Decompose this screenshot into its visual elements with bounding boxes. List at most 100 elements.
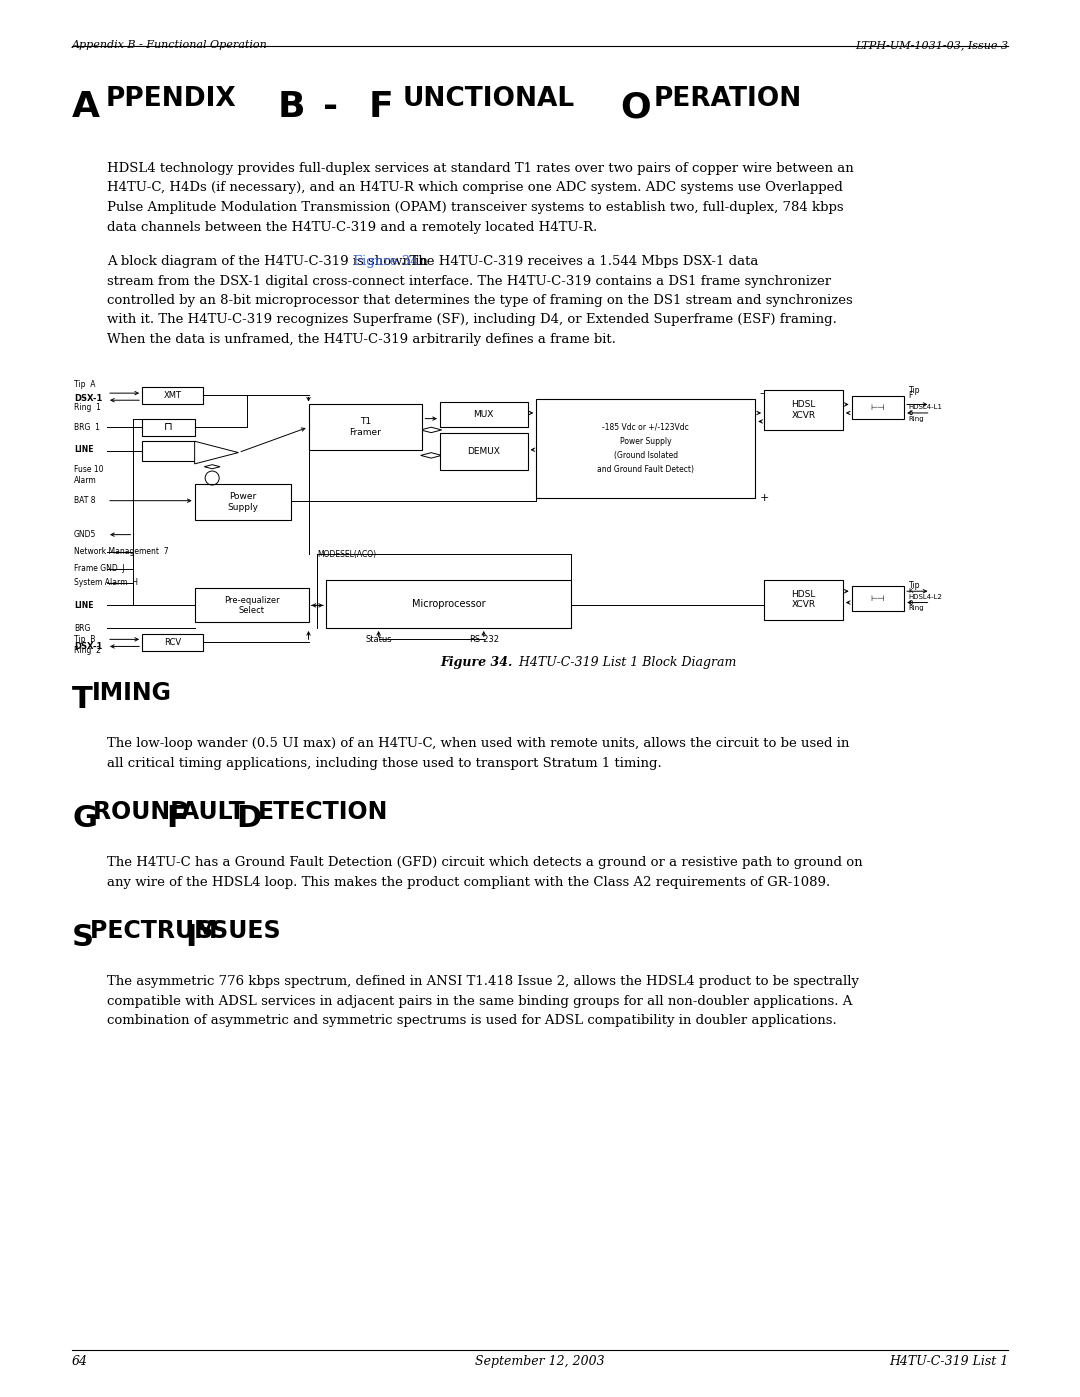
- Text: and Ground Fault Detect): and Ground Fault Detect): [597, 465, 694, 474]
- Text: combination of asymmetric and symmetric spectrums is used for ADSL compatibility: combination of asymmetric and symmetric …: [107, 1014, 837, 1028]
- Bar: [440, 433, 527, 469]
- Text: The low-loop wander (0.5 UI max) of an H4TU-C, when used with remote units, allo: The low-loop wander (0.5 UI max) of an H…: [107, 738, 849, 750]
- Text: LINE: LINE: [73, 601, 93, 610]
- Text: Fuse 10: Fuse 10: [73, 465, 104, 474]
- Text: Status: Status: [365, 634, 392, 644]
- Text: I: I: [185, 923, 197, 953]
- Text: ⊓: ⊓: [164, 422, 173, 432]
- Text: H4TU-C-319 List 1 Block Diagram: H4TU-C-319 List 1 Block Diagram: [503, 657, 737, 669]
- Text: Pre-equalizer
Select: Pre-equalizer Select: [224, 595, 280, 615]
- Text: Microprocessor: Microprocessor: [411, 599, 486, 609]
- Text: 64: 64: [72, 1355, 87, 1368]
- Text: stream from the DSX-1 digital cross-connect interface. The H4TU-C-319 contains a: stream from the DSX-1 digital cross-conn…: [107, 274, 832, 288]
- Text: PPENDIX: PPENDIX: [106, 87, 237, 112]
- Text: PECTRUM: PECTRUM: [90, 919, 226, 943]
- Text: F: F: [166, 805, 187, 834]
- Text: HDSL4-L1: HDSL4-L1: [908, 404, 943, 411]
- Text: September 12, 2003: September 12, 2003: [475, 1355, 605, 1368]
- Text: A block diagram of the H4TU-C-319 is shown in: A block diagram of the H4TU-C-319 is sho…: [107, 256, 432, 268]
- Text: B: B: [278, 89, 305, 124]
- Text: MUX: MUX: [473, 409, 494, 419]
- Text: SSUES: SSUES: [195, 919, 281, 943]
- Text: Ring: Ring: [908, 605, 924, 612]
- Text: –: –: [759, 388, 766, 398]
- Text: IMING: IMING: [92, 682, 172, 705]
- Text: DSX-1: DSX-1: [73, 394, 103, 404]
- Text: A: A: [72, 89, 100, 124]
- Text: (Ground Isolated: (Ground Isolated: [613, 451, 678, 460]
- Polygon shape: [420, 427, 442, 433]
- Text: F: F: [908, 391, 913, 401]
- Text: -: -: [323, 89, 338, 124]
- Bar: [309, 405, 422, 450]
- Text: ⊢⊣: ⊢⊣: [870, 594, 886, 604]
- Text: Appendix B - Functional Operation: Appendix B - Functional Operation: [72, 41, 268, 50]
- Bar: [143, 634, 203, 651]
- Text: Tip: Tip: [908, 581, 920, 590]
- Text: GND5: GND5: [73, 529, 96, 539]
- Polygon shape: [204, 465, 220, 469]
- Text: H4TU-C, H4Ds (if necessary), and an H4TU-R which comprise one ADC system. ADC sy: H4TU-C, H4Ds (if necessary), and an H4TU…: [107, 182, 842, 194]
- Text: Ring: Ring: [908, 416, 924, 422]
- Text: . The H4TU-C-319 receives a 1.544 Mbps DSX-1 data: . The H4TU-C-319 receives a 1.544 Mbps D…: [402, 256, 758, 268]
- Text: Power Supply: Power Supply: [620, 437, 672, 446]
- Text: +: +: [759, 493, 769, 503]
- Text: controlled by an 8-bit microprocessor that determines the type of framing on the: controlled by an 8-bit microprocessor th…: [107, 293, 853, 307]
- Text: compatible with ADSL services in adjacent pairs in the same binding groups for a: compatible with ADSL services in adjacen…: [107, 995, 852, 1009]
- Text: HDSL4-L2: HDSL4-L2: [908, 594, 943, 599]
- Text: MODESEL(ACO): MODESEL(ACO): [318, 550, 377, 559]
- Text: -185 Vdc or +/-123Vdc: -185 Vdc or +/-123Vdc: [603, 423, 689, 432]
- Text: LINE: LINE: [73, 446, 93, 454]
- Text: Pulse Amplitude Modulation Transmission (OPAM) transceiver systems to establish : Pulse Amplitude Modulation Transmission …: [107, 201, 843, 214]
- Text: data channels between the H4TU-C-319 and a remotely located H4TU-R.: data channels between the H4TU-C-319 and…: [107, 221, 597, 233]
- Text: HDSL4 technology provides full-duplex services at standard T1 rates over two pai: HDSL4 technology provides full-duplex se…: [107, 162, 854, 175]
- Text: XMT: XMT: [164, 391, 181, 401]
- Text: T1
Framer: T1 Framer: [350, 418, 381, 437]
- Text: Figure 34.: Figure 34.: [440, 657, 512, 669]
- Bar: [194, 588, 309, 623]
- Text: 9: 9: [908, 599, 913, 605]
- Text: HDSL
XCVR: HDSL XCVR: [792, 401, 815, 420]
- Text: S: S: [72, 923, 94, 953]
- Text: 6: 6: [908, 409, 913, 416]
- Text: any wire of the HDSL4 loop. This makes the product compliant with the Class A2 r: any wire of the HDSL4 loop. This makes t…: [107, 876, 831, 888]
- Text: Figure 34: Figure 34: [353, 256, 419, 268]
- Text: Tip  A: Tip A: [73, 380, 95, 390]
- Bar: [440, 401, 527, 427]
- Text: Network Management  7: Network Management 7: [73, 548, 168, 556]
- Text: The H4TU-C has a Ground Fault Detection (GFD) circuit which detects a ground or : The H4TU-C has a Ground Fault Detection …: [107, 856, 863, 869]
- Text: When the data is unframed, the H4TU-C-319 arbitrarily defines a frame bit.: When the data is unframed, the H4TU-C-31…: [107, 332, 616, 346]
- Text: BAT 8: BAT 8: [73, 496, 95, 506]
- Text: The asymmetric 776 kbps spectrum, defined in ANSI T1.418 Issue 2, allows the HDS: The asymmetric 776 kbps spectrum, define…: [107, 975, 859, 989]
- Text: G: G: [72, 805, 97, 834]
- Text: Frame GND  J: Frame GND J: [73, 564, 124, 573]
- Bar: [764, 390, 842, 430]
- Text: T: T: [72, 686, 93, 714]
- Text: HDSL
XCVR: HDSL XCVR: [792, 590, 815, 609]
- Text: Tip: Tip: [908, 386, 920, 395]
- Bar: [326, 580, 571, 629]
- Text: Ring  1: Ring 1: [73, 402, 100, 412]
- Text: ⊢⊣: ⊢⊣: [870, 402, 886, 412]
- Text: BRG  1: BRG 1: [73, 423, 99, 432]
- Bar: [764, 580, 842, 619]
- Text: K: K: [908, 588, 913, 594]
- Bar: [143, 419, 194, 436]
- Text: Alarm: Alarm: [73, 476, 96, 485]
- Text: LTPH-UM-1031-03, Issue 3: LTPH-UM-1031-03, Issue 3: [855, 41, 1008, 50]
- Text: D: D: [237, 805, 261, 834]
- Text: PERATION: PERATION: [653, 87, 802, 112]
- Text: with it. The H4TU-C-319 recognizes Superframe (SF), including D4, or Extended Su: with it. The H4TU-C-319 recognizes Super…: [107, 313, 837, 327]
- Text: Power
Supply: Power Supply: [227, 492, 258, 511]
- Text: all critical timing applications, including those used to transport Stratum 1 ti: all critical timing applications, includ…: [107, 757, 662, 770]
- Text: F: F: [369, 89, 394, 124]
- Polygon shape: [194, 441, 239, 464]
- Bar: [143, 387, 203, 405]
- Polygon shape: [420, 453, 442, 458]
- Text: Tip  B: Tip B: [73, 634, 95, 644]
- Text: O: O: [620, 89, 651, 124]
- Bar: [143, 441, 194, 461]
- Bar: [194, 483, 291, 521]
- Text: RS-232: RS-232: [469, 634, 499, 644]
- Bar: [852, 585, 904, 610]
